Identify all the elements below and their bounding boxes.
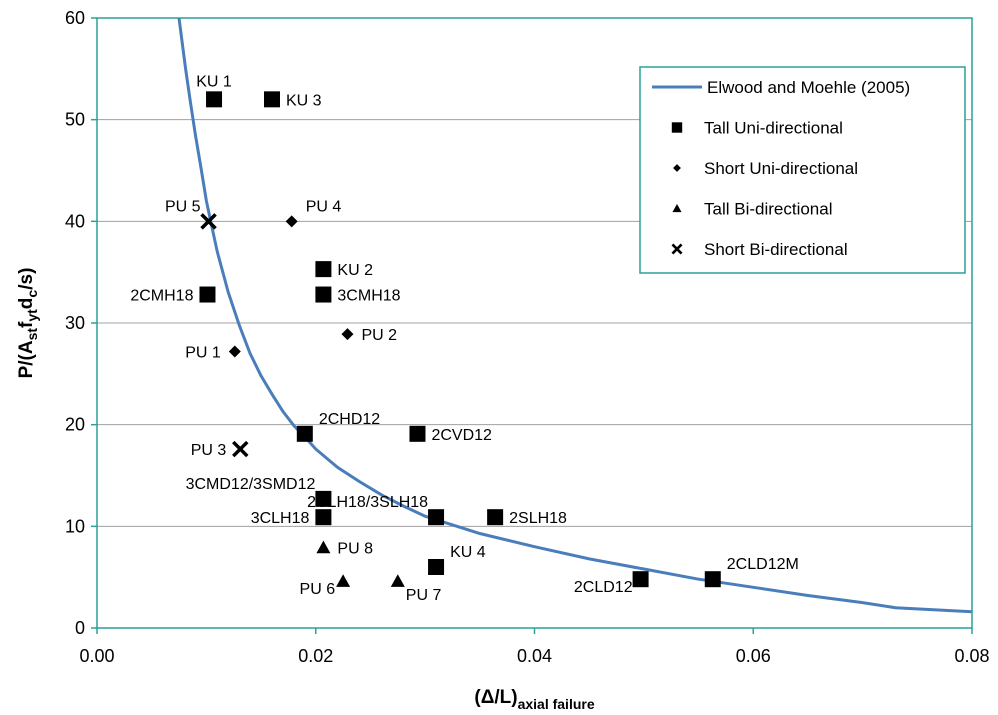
legend-label: Short Bi-directional bbox=[704, 240, 848, 259]
legend-swatch-triangle bbox=[672, 203, 682, 213]
y-tick-label: 20 bbox=[65, 415, 85, 435]
point-label: 2CMH18 bbox=[130, 288, 193, 305]
data-point-square bbox=[199, 286, 216, 303]
y-tick-label: 60 bbox=[65, 8, 85, 28]
point-label-layer: KU 1 KU 3 PU 5 PU 4 KU 2 2CMH18 3CMH18 PU 2 PU 1… bbox=[130, 73, 798, 604]
point-label: PU 3 bbox=[191, 442, 227, 459]
point-label: 2CLD12M bbox=[727, 556, 799, 573]
point-label: 3CMH18 bbox=[337, 288, 400, 305]
data-point-x bbox=[200, 213, 217, 230]
point-label: PU 7 bbox=[406, 587, 442, 604]
x-axis-title: (Δ/L)axial failure bbox=[474, 687, 594, 712]
y-tick-label: 0 bbox=[75, 618, 85, 638]
axis-titles: (Δ/L)axial failure P/(Astfytdc/s) bbox=[16, 268, 595, 712]
point-label: PU 1 bbox=[185, 344, 221, 361]
data-point-diamond bbox=[228, 345, 241, 358]
point-label: KU 3 bbox=[286, 92, 322, 109]
y-tick-label: 50 bbox=[65, 110, 85, 130]
marker-layer bbox=[199, 91, 721, 588]
y-tick-label: 30 bbox=[65, 313, 85, 333]
legend-swatch-diamond bbox=[673, 164, 681, 172]
data-point-square bbox=[704, 571, 721, 588]
legend-swatch-square bbox=[671, 122, 683, 133]
data-point-diamond bbox=[285, 215, 298, 228]
data-point-square bbox=[428, 509, 445, 526]
legend-label: Elwood and Moehle (2005) bbox=[707, 78, 910, 97]
point-label: PU 5 bbox=[165, 198, 201, 215]
point-label: 2SLH18 bbox=[509, 510, 567, 527]
legend: Elwood and Moehle (2005) Tall Uni-directi… bbox=[639, 66, 966, 274]
point-label: PU 4 bbox=[306, 198, 342, 215]
point-label: 2CHD12 bbox=[319, 411, 380, 428]
data-point-triangle bbox=[336, 574, 351, 587]
x-tick-label: 0.06 bbox=[736, 646, 771, 666]
legend-swatch-x bbox=[671, 243, 683, 255]
point-label: 2CVD12 bbox=[431, 427, 492, 444]
data-point-triangle bbox=[316, 540, 331, 554]
data-point-square bbox=[632, 571, 649, 588]
data-point-diamond bbox=[341, 328, 354, 341]
point-label: 2CLD12 bbox=[574, 579, 633, 596]
x-tick-label: 0.04 bbox=[517, 646, 552, 666]
legend-label: Tall Uni-directional bbox=[704, 119, 843, 138]
point-label: KU 2 bbox=[337, 262, 373, 279]
data-point-square bbox=[315, 286, 332, 303]
x-tick-label: 0.08 bbox=[954, 646, 989, 666]
point-label: KU 4 bbox=[450, 544, 486, 561]
data-point-x bbox=[232, 440, 249, 458]
data-point-triangle bbox=[390, 574, 405, 587]
data-point-square bbox=[315, 490, 332, 507]
data-point-square bbox=[409, 425, 426, 442]
y-axis-title: P/(Astfytdc/s) bbox=[16, 268, 40, 379]
point-label: PU 2 bbox=[361, 327, 397, 344]
data-point-square bbox=[315, 261, 332, 278]
point-label: KU 1 bbox=[196, 73, 232, 90]
y-tick-label: 10 bbox=[65, 516, 85, 536]
data-point-square bbox=[428, 559, 445, 575]
data-point-square bbox=[206, 91, 223, 108]
legend-label: Short Uni-directional bbox=[704, 159, 858, 178]
data-point-square bbox=[315, 509, 332, 526]
data-point-square bbox=[264, 91, 280, 108]
legend-box bbox=[639, 66, 966, 274]
point-label: PU 8 bbox=[337, 541, 373, 558]
legend-label: Tall Bi-directional bbox=[704, 200, 833, 219]
tick-label-layer: 0 10 20 30 40 50 60 0.00 0.02 0.04 0.06 0.08 bbox=[65, 8, 990, 666]
data-point-square bbox=[296, 425, 313, 442]
point-label: 3CLH18 bbox=[251, 510, 310, 527]
point-label: 2CLH18/3SLH18 bbox=[307, 494, 428, 511]
y-tick-label: 40 bbox=[65, 211, 85, 231]
x-tick-label: 0.00 bbox=[79, 646, 114, 666]
x-tick-label: 0.02 bbox=[298, 646, 333, 666]
data-point-square bbox=[487, 509, 504, 526]
point-label: PU 6 bbox=[300, 581, 336, 598]
point-label: 3CMD12/3SMD12 bbox=[186, 476, 316, 493]
